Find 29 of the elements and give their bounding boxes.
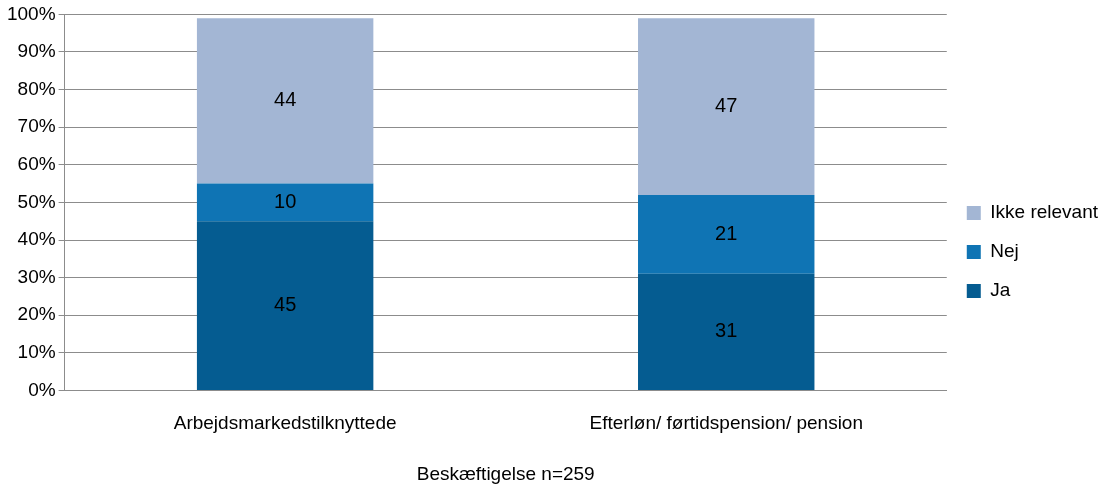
y-tick-label: 50% [17,190,56,212]
data-label: 10 [274,189,297,212]
y-tick-label: 0% [28,378,56,400]
data-label: 44 [274,88,297,111]
legend-label: Ja [990,279,1011,301]
data-label: 45 [274,293,297,316]
y-tick-label: 30% [17,265,56,287]
bar [638,194,815,274]
data-label: 21 [715,221,738,244]
y-tick-label: 10% [17,341,56,363]
data-label: 31 [715,319,738,342]
bar [196,183,374,222]
y-tick-label: 20% [17,303,56,325]
y-tick-label: 90% [17,40,56,62]
bar [638,18,815,195]
y-tick-label: 40% [17,228,56,250]
legend-label: Ikke relevant [990,201,1099,223]
y-tick-label: 60% [17,153,56,175]
bar [196,221,374,390]
x-tick-label: Efterløn/ førtidspension/ pension [589,412,863,434]
y-tick-label: 70% [17,115,56,137]
y-tick-label: 80% [17,77,56,99]
legend-label: Nej [990,240,1019,262]
bar [638,273,815,390]
x-axis-title: Beskæftigelse n=259 [416,462,595,484]
bar [196,18,374,184]
x-tick-label: Arbejdsmarkedstilknyttede [173,412,397,434]
data-label: 47 [715,94,738,117]
y-tick-label: 100% [6,2,56,24]
